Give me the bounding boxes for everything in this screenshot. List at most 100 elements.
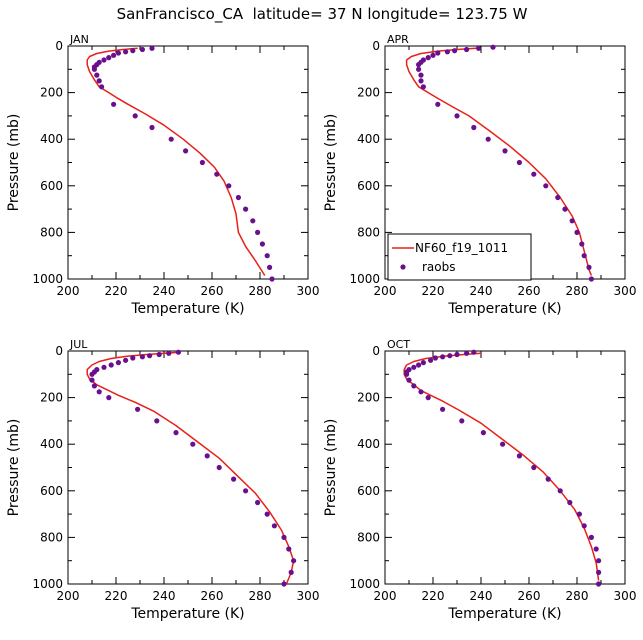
x-tick-label: 220 — [105, 284, 128, 298]
raobs-point — [430, 52, 436, 58]
raobs-point — [96, 78, 102, 84]
raobs-point — [562, 206, 568, 212]
y-tick-label: 800 — [40, 530, 63, 544]
x-tick-label: 240 — [470, 589, 493, 603]
raobs-point — [130, 355, 136, 361]
raobs-point — [89, 371, 95, 377]
raobs-point — [432, 355, 438, 361]
x-tick-label: 260 — [518, 589, 541, 603]
raobs-point — [435, 101, 441, 107]
y-tick-label: 0 — [55, 39, 63, 53]
legend-obs-label: raobs — [422, 260, 456, 274]
raobs-point — [418, 78, 424, 84]
raobs-point — [485, 136, 491, 142]
raobs-point — [596, 581, 602, 587]
raobs-point — [183, 148, 189, 154]
y-tick-label: 800 — [357, 530, 380, 544]
x-tick-label: 280 — [566, 284, 589, 298]
raobs-point — [264, 511, 270, 517]
raobs-point — [168, 136, 174, 142]
raobs-point — [123, 49, 129, 55]
raobs-point — [154, 418, 160, 424]
model-line-jul — [86, 351, 295, 585]
raobs-point — [425, 395, 431, 401]
y-tick-label: 600 — [357, 179, 380, 193]
x-tick-label: 300 — [614, 589, 637, 603]
x-tick-label: 200 — [374, 589, 397, 603]
raobs-point — [173, 430, 179, 436]
raobs-point — [516, 159, 523, 166]
raobs-point — [406, 377, 412, 383]
legend-dot-swatch — [400, 264, 406, 270]
raobs-point — [500, 441, 506, 447]
raobs-point — [149, 45, 155, 51]
raobs-point — [404, 371, 410, 377]
raobs-point — [175, 349, 181, 355]
y-tick-label: 1000 — [32, 272, 63, 286]
raobs-point — [115, 360, 121, 366]
raobs-point — [454, 351, 460, 358]
raobs-point — [435, 50, 441, 56]
raobs-point — [226, 183, 232, 189]
x-tick-label: 200 — [57, 589, 80, 603]
raobs-point — [418, 72, 424, 78]
raobs-point — [101, 57, 107, 63]
raobs-point — [89, 377, 95, 383]
raobs-point — [123, 357, 129, 363]
model-line-jan — [86, 47, 266, 276]
raobs-point — [454, 113, 460, 119]
y-tick-label: 1000 — [349, 272, 380, 286]
raobs-point — [214, 171, 220, 177]
raobs-point — [416, 66, 422, 72]
raobs-point — [235, 194, 241, 201]
raobs-point — [418, 389, 424, 395]
raobs-point — [596, 558, 602, 564]
plot-frame — [384, 350, 626, 585]
x-tick-label: 260 — [201, 589, 224, 603]
raobs-point — [288, 569, 294, 576]
raobs-point — [243, 206, 249, 212]
plot-frame — [67, 350, 309, 585]
raobs-point — [243, 488, 249, 494]
x-axis-label: Temperature (K) — [447, 606, 561, 622]
raobs-point — [490, 44, 496, 50]
raobs-point — [111, 52, 117, 58]
raobs-point — [459, 418, 465, 424]
raobs-point — [259, 241, 265, 247]
raobs-point — [579, 241, 585, 247]
raobs-point — [411, 383, 417, 389]
chart-panel-apr: 200 220 240 260 280 300 0 200 400 600 800 1000 Tempe… — [323, 33, 636, 317]
raobs-point — [420, 360, 426, 366]
raobs-point — [255, 499, 261, 506]
y-tick-label: 200 — [357, 86, 380, 100]
raobs-point — [531, 171, 537, 177]
raobs-point — [576, 511, 583, 517]
x-tick-label: 240 — [153, 589, 176, 603]
raobs-point — [444, 49, 450, 55]
raobs-point — [596, 569, 602, 576]
raobs-point — [291, 558, 297, 564]
y-tick-label: 600 — [40, 484, 63, 498]
raobs-point — [420, 84, 426, 90]
raobs-point — [269, 276, 275, 282]
raobs-point — [428, 357, 434, 363]
raobs-point — [480, 430, 486, 436]
raobs-point — [99, 84, 105, 90]
chart-panel-oct: 200 220 240 260 280 300 0 200 400 600 800 1000 Tempe… — [323, 338, 636, 622]
raobs-point — [149, 124, 155, 131]
raobs-point — [593, 546, 599, 552]
y-tick-label: 200 — [357, 391, 380, 405]
raobs-point — [416, 362, 422, 368]
raobs-point — [464, 350, 470, 356]
panel-title: JUL — [69, 338, 88, 351]
model-line-oct — [403, 352, 600, 581]
y-axis-label: Pressure (mb) — [323, 419, 339, 517]
raobs-point — [464, 46, 470, 53]
raobs-point — [106, 55, 112, 61]
panel-title: APR — [387, 33, 409, 46]
raobs-point — [586, 264, 592, 270]
plot-frame — [67, 45, 309, 280]
raobs-point — [101, 364, 107, 370]
